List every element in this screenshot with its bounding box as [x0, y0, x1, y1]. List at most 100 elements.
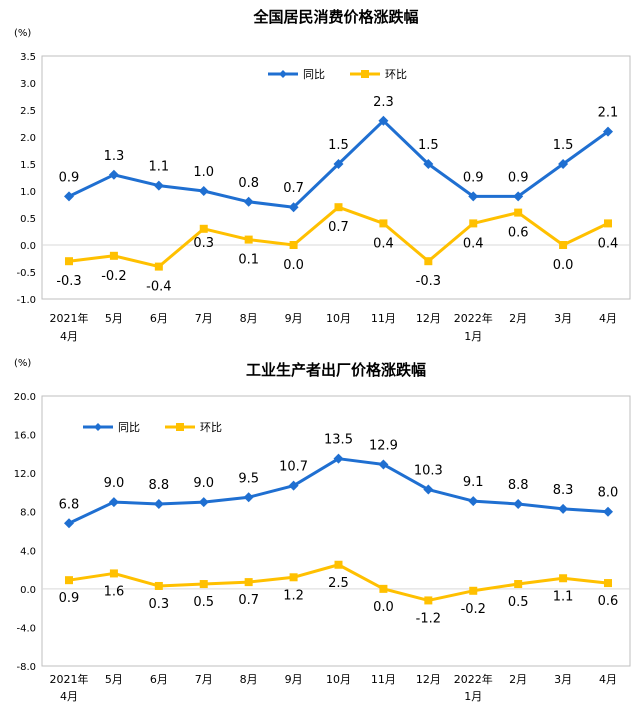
data-label: 0.5 — [193, 595, 214, 610]
data-point — [64, 518, 74, 529]
data-label: 2.3 — [373, 95, 394, 110]
data-label: 0.9 — [463, 170, 484, 185]
x-tick-label: 10月 — [326, 312, 351, 325]
data-label: 0.5 — [508, 595, 529, 610]
data-label: 9.0 — [104, 476, 125, 491]
data-label: -0.3 — [56, 274, 81, 289]
data-label: 9.0 — [193, 476, 214, 491]
data-point — [424, 596, 433, 605]
x-tick-label: 4月 — [599, 673, 617, 686]
data-point — [288, 480, 299, 491]
data-point — [108, 169, 119, 180]
data-point — [334, 560, 343, 569]
y-tick-label: 20.0 — [14, 392, 36, 403]
data-label: 0.0 — [283, 258, 304, 273]
y-unit-label: (%) — [14, 28, 31, 39]
x-tick-label: 2021年 — [50, 672, 89, 686]
data-point — [514, 580, 523, 589]
y-tick-label: 2.0 — [20, 133, 36, 144]
y-tick-label: -4.0 — [16, 623, 36, 634]
data-point — [559, 241, 568, 249]
data-label: 1.5 — [553, 138, 574, 153]
data-label: 0.4 — [463, 236, 484, 251]
data-label: 1.5 — [328, 138, 349, 153]
data-label: 8.8 — [148, 478, 169, 493]
data-label: 6.8 — [59, 497, 80, 512]
data-label: 2.5 — [328, 576, 349, 591]
plot-area — [41, 395, 631, 667]
legend-marker-1 — [176, 423, 184, 431]
y-tick-label: 16.0 — [14, 431, 36, 442]
data-label: 1.2 — [283, 588, 304, 603]
data-point — [198, 186, 209, 196]
data-point — [468, 191, 479, 202]
data-label: 1.1 — [553, 589, 574, 604]
x-tick-label-line2: 1月 — [464, 690, 482, 703]
x-tick-label: 8月 — [240, 312, 258, 325]
x-tick-label: 7月 — [195, 312, 213, 325]
data-label: 8.8 — [508, 478, 529, 493]
data-label: 0.0 — [373, 600, 394, 615]
data-point — [153, 180, 164, 191]
data-label: 0.1 — [238, 253, 259, 268]
x-tick-label: 6月 — [150, 673, 168, 686]
x-tick-label: 2022年 — [454, 672, 493, 686]
x-tick-label-line2: 1月 — [464, 330, 482, 343]
data-label: 9.5 — [238, 471, 259, 486]
x-tick-label: 10月 — [326, 673, 351, 686]
data-label: 0.7 — [328, 220, 349, 235]
data-label: 1.1 — [148, 160, 169, 175]
x-tick-label: 6月 — [150, 312, 168, 325]
data-point — [423, 484, 434, 495]
x-tick-label: 3月 — [554, 673, 572, 686]
x-tick-label: 11月 — [371, 673, 396, 686]
x-tick-label: 7月 — [195, 673, 213, 686]
data-point — [243, 492, 254, 503]
data-point — [244, 578, 253, 587]
data-label: 13.5 — [324, 433, 353, 448]
data-label: 0.9 — [59, 591, 80, 606]
y-tick-label: 3.5 — [20, 52, 36, 63]
data-label: 1.0 — [193, 165, 214, 180]
data-label: 8.0 — [598, 486, 619, 501]
x-tick-label: 11月 — [371, 312, 396, 325]
data-label: 8.3 — [553, 483, 574, 498]
data-point — [198, 497, 209, 508]
y-tick-label: 2.5 — [20, 106, 36, 117]
y-unit-label: (%) — [14, 358, 31, 369]
cpi-chart-svg: 全国居民消费价格涨跌幅 (%) -1.0 -0.5 0.0 0.5 1.0 1.5 2.0 2.5… — [14, 8, 631, 343]
data-label: -1.2 — [416, 611, 441, 626]
x-tick-label: 3月 — [554, 312, 572, 325]
data-label: 0.0 — [553, 258, 574, 273]
data-point — [558, 159, 569, 169]
y-tick-label: -1.0 — [16, 295, 36, 306]
data-point — [153, 499, 164, 509]
data-label: 1.6 — [104, 584, 125, 599]
legend-label-1: 环比 — [200, 421, 222, 434]
legend-label-1: 环比 — [385, 68, 407, 81]
data-point — [243, 196, 254, 207]
data-point — [379, 219, 388, 228]
data-point — [289, 241, 298, 249]
data-label: 0.4 — [598, 236, 619, 251]
x-tick-label: 2022年 — [454, 311, 493, 325]
legend-label-0: 同比 — [303, 68, 325, 81]
x-tick-label: 2月 — [509, 673, 527, 686]
data-label: 0.4 — [373, 236, 394, 251]
data-point — [558, 503, 569, 514]
data-label: 2.1 — [598, 106, 619, 121]
data-point — [603, 126, 613, 137]
ppi-chart-svg: 工业生产者出厂价格涨跌幅 (%) -8.0 -4.0 0.0 4.0 8.0 12.0 16.0… — [14, 358, 631, 703]
data-label: -0.2 — [461, 602, 486, 617]
data-label: 10.7 — [279, 460, 308, 475]
data-point — [244, 235, 253, 244]
legend-marker-0 — [94, 423, 102, 431]
y-tick-label: 0.0 — [20, 585, 36, 596]
data-point — [199, 224, 208, 233]
x-tick-label: 9月 — [285, 312, 303, 325]
data-label: 9.1 — [463, 475, 484, 490]
ppi-chart: 工业生产者出厂价格涨跌幅 (%) -8.0 -4.0 0.0 4.0 8.0 12.0 16.0… — [0, 352, 640, 709]
data-point — [603, 506, 613, 517]
data-label: 10.3 — [414, 464, 443, 479]
data-point — [154, 581, 163, 590]
